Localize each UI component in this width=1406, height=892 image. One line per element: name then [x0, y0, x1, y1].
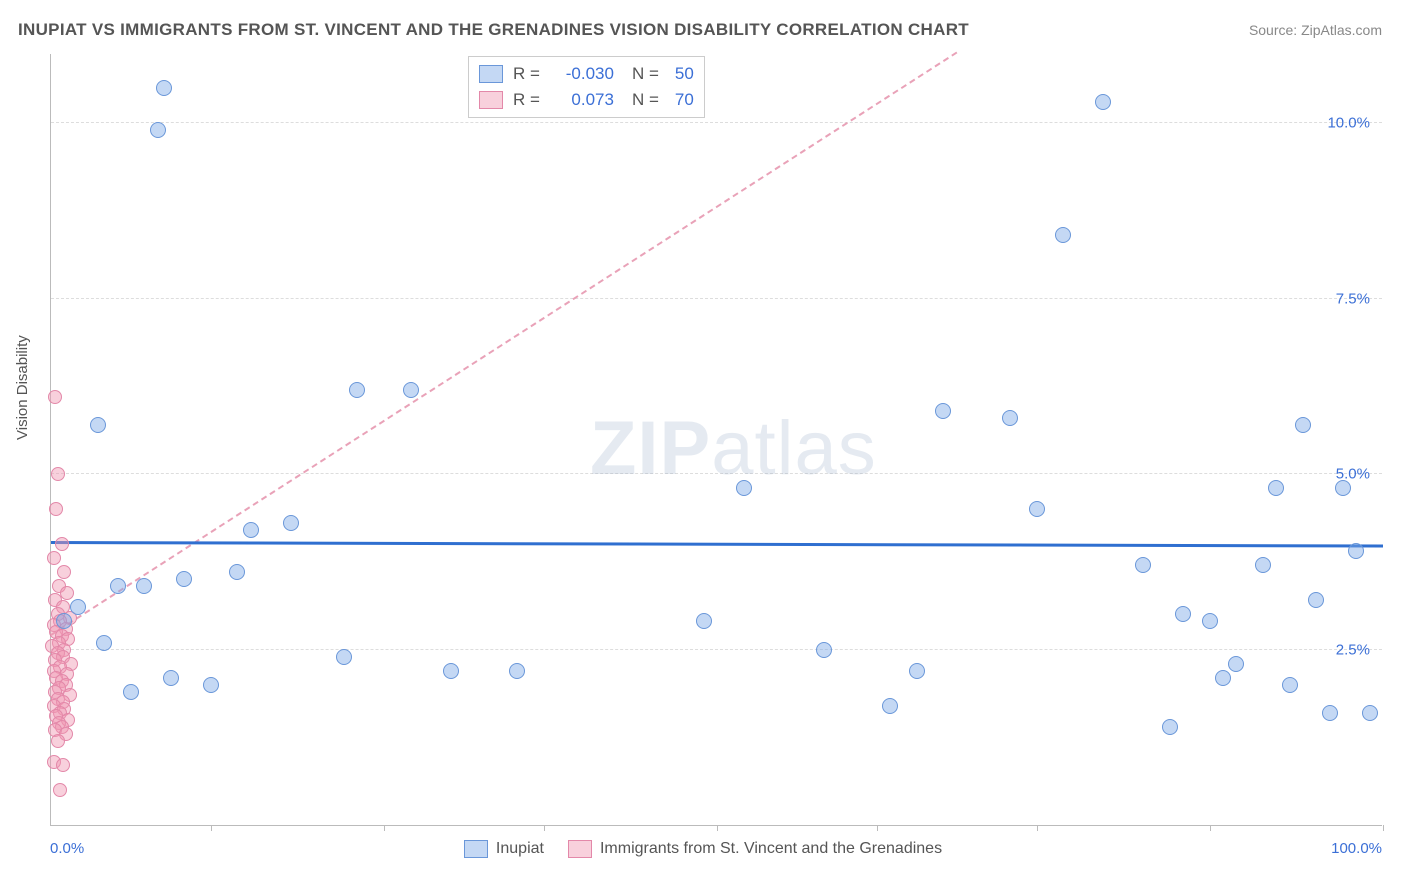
series-legend-item: Immigrants from St. Vincent and the Gren…: [568, 840, 942, 858]
gridline: [51, 122, 1382, 123]
x-tick: [211, 825, 212, 831]
data-point: [1228, 656, 1244, 672]
data-point: [1175, 606, 1191, 622]
data-point: [203, 677, 219, 693]
legend-n-value: 50: [675, 64, 694, 84]
chart-plot-area: 2.5%5.0%7.5%10.0%: [50, 54, 1382, 826]
data-point: [909, 663, 925, 679]
data-point: [1002, 410, 1018, 426]
data-point: [1322, 705, 1338, 721]
source-prefix: Source:: [1249, 22, 1301, 38]
data-point: [243, 522, 259, 538]
data-point: [136, 578, 152, 594]
data-point: [53, 783, 67, 797]
data-point: [1055, 227, 1071, 243]
source-link[interactable]: ZipAtlas.com: [1301, 22, 1382, 38]
legend-swatch-pink: [479, 91, 503, 109]
data-point: [55, 537, 69, 551]
legend-swatch-pink: [568, 840, 592, 858]
data-point: [1162, 719, 1178, 735]
legend-n-label: N =: [632, 64, 659, 84]
legend-r-label: R =: [513, 90, 540, 110]
gridline: [51, 298, 1382, 299]
y-tick-label: 2.5%: [1336, 641, 1370, 658]
x-tick: [717, 825, 718, 831]
y-tick-label: 10.0%: [1327, 115, 1370, 132]
data-point: [56, 613, 72, 629]
data-point: [403, 382, 419, 398]
data-point: [156, 80, 172, 96]
data-point: [882, 698, 898, 714]
series-legend-label: Immigrants from St. Vincent and the Gren…: [600, 840, 942, 858]
legend-r-label: R =: [513, 64, 540, 84]
data-point: [1202, 613, 1218, 629]
data-point: [1335, 480, 1351, 496]
data-point: [1282, 677, 1298, 693]
legend-n-label: N =: [632, 90, 659, 110]
data-point: [51, 467, 65, 481]
legend-r-value: -0.030: [550, 64, 614, 84]
data-point: [48, 390, 62, 404]
gridline: [51, 473, 1382, 474]
data-point: [229, 564, 245, 580]
x-tick: [1210, 825, 1211, 831]
trend-line-pink: [50, 51, 957, 635]
data-point: [150, 122, 166, 138]
gridline: [51, 649, 1382, 650]
legend-swatch-blue: [464, 840, 488, 858]
trend-line-blue: [51, 541, 1383, 548]
data-point: [1029, 501, 1045, 517]
data-point: [47, 551, 61, 565]
data-point: [163, 670, 179, 686]
data-point: [509, 663, 525, 679]
data-point: [176, 571, 192, 587]
y-axis-label: Vision Disability: [14, 335, 31, 440]
data-point: [736, 480, 752, 496]
legend-swatch-blue: [479, 65, 503, 83]
data-point: [51, 734, 65, 748]
data-point: [1348, 543, 1364, 559]
legend-r-value: 0.073: [550, 90, 614, 110]
legend-n-value: 70: [675, 90, 694, 110]
legend-row: R = -0.030 N = 50: [479, 61, 694, 87]
data-point: [283, 515, 299, 531]
data-point: [696, 613, 712, 629]
data-point: [1255, 557, 1271, 573]
data-point: [1095, 94, 1111, 110]
data-point: [935, 403, 951, 419]
data-point: [1295, 417, 1311, 433]
data-point: [60, 586, 74, 600]
chart-title: INUPIAT VS IMMIGRANTS FROM ST. VINCENT A…: [18, 20, 969, 40]
x-tick: [877, 825, 878, 831]
series-legend-item: Inupiat: [464, 840, 544, 858]
series-legend: Inupiat Immigrants from St. Vincent and t…: [0, 840, 1406, 858]
data-point: [443, 663, 459, 679]
data-point: [49, 502, 63, 516]
data-point: [1135, 557, 1151, 573]
data-point: [336, 649, 352, 665]
legend-row: R = 0.073 N = 70: [479, 87, 694, 113]
x-tick: [544, 825, 545, 831]
data-point: [70, 599, 86, 615]
correlation-legend: R = -0.030 N = 50 R = 0.073 N = 70: [468, 56, 705, 118]
data-point: [56, 758, 70, 772]
x-tick: [384, 825, 385, 831]
data-point: [816, 642, 832, 658]
x-tick: [1383, 825, 1384, 831]
data-point: [110, 578, 126, 594]
data-point: [57, 565, 71, 579]
data-point: [1308, 592, 1324, 608]
source-attribution: Source: ZipAtlas.com: [1249, 22, 1382, 38]
data-point: [1215, 670, 1231, 686]
data-point: [90, 417, 106, 433]
y-tick-label: 7.5%: [1336, 290, 1370, 307]
data-point: [349, 382, 365, 398]
data-point: [96, 635, 112, 651]
data-point: [123, 684, 139, 700]
data-point: [1268, 480, 1284, 496]
series-legend-label: Inupiat: [496, 840, 544, 858]
x-tick: [1037, 825, 1038, 831]
data-point: [1362, 705, 1378, 721]
